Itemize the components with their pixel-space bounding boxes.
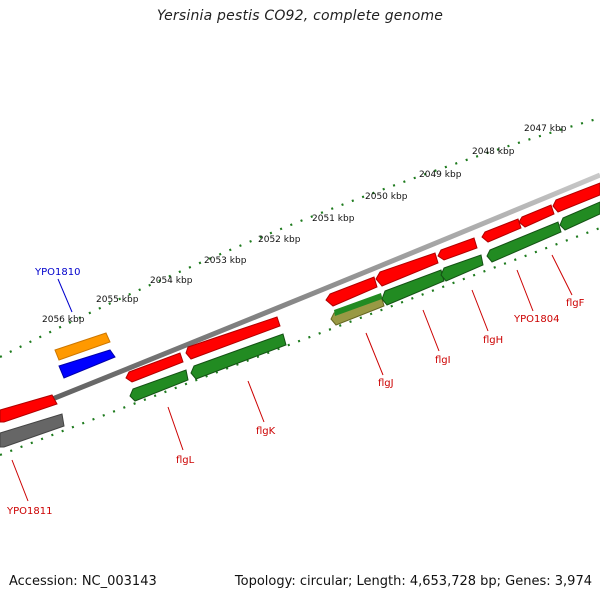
tick-label: 2048 kbp	[472, 147, 515, 157]
gene-arrow[interactable]	[0, 413, 65, 448]
gene-label-ypo1811[interactable]: YPO1811	[6, 506, 52, 517]
gene-arrow[interactable]	[552, 182, 600, 213]
tick-label: 2054 kbp	[150, 276, 193, 286]
leader-line	[471, 289, 489, 332]
gene-arrow[interactable]	[381, 269, 445, 306]
gene-arrow[interactable]	[481, 218, 522, 243]
gene-label-ypo1810[interactable]: YPO1810	[34, 267, 80, 278]
leader-line	[551, 254, 573, 296]
inner-tick-ring	[0, 226, 600, 457]
gene-label-ypo1804[interactable]: YPO1804	[513, 314, 559, 325]
leader-line	[365, 332, 384, 376]
gene-arrow[interactable]	[437, 237, 478, 261]
forward-genes	[0, 182, 600, 423]
tick-label: 2055 kbp	[96, 295, 139, 305]
gene-labels: YPO1810 flgL flgK flgJ flgI flgH YPO1804…	[6, 254, 585, 517]
tick-label: 2056 kbp	[42, 315, 85, 325]
orange-feature[interactable]	[54, 332, 111, 361]
gene-arrow[interactable]	[325, 276, 378, 307]
gene-label-flgl[interactable]: flgL	[176, 455, 195, 466]
gene-label-flgh[interactable]: flgH	[483, 335, 503, 346]
leader-line	[57, 278, 73, 313]
accession-label: Accession: NC_003143	[9, 574, 157, 589]
leader-line	[516, 269, 534, 312]
gene-arrow[interactable]	[334, 293, 382, 316]
gene-arrow[interactable]	[486, 221, 562, 263]
gene-label-flgk[interactable]: flgK	[256, 426, 276, 437]
tick-label: 2052 kbp	[258, 235, 301, 245]
gene-arrow[interactable]	[129, 369, 189, 402]
tick-label: 2047 kbp	[524, 124, 567, 134]
gene-arrow[interactable]	[375, 252, 439, 287]
gene-arrow[interactable]	[440, 254, 484, 282]
blue-feature[interactable]	[58, 349, 116, 379]
gene-arrow[interactable]	[185, 316, 281, 360]
leader-line	[422, 309, 440, 352]
gene-label-flgf[interactable]: flgF	[566, 298, 585, 309]
gene-arrow[interactable]	[190, 333, 287, 380]
gene-label-flgj[interactable]: flgJ	[378, 378, 394, 389]
kbp-ticks: 2047 kbp 2048 kbp 2049 kbp 2050 kbp 2051…	[42, 124, 567, 325]
leader-line	[11, 459, 29, 502]
gene-arrow[interactable]	[125, 352, 184, 383]
gene-arrow[interactable]	[559, 201, 600, 231]
gene-arrow[interactable]	[0, 394, 58, 423]
leader-line	[167, 406, 184, 451]
reverse-genes	[0, 201, 600, 448]
leader-line	[247, 380, 265, 423]
genome-summary: Topology: circular; Length: 4,653,728 bp…	[234, 574, 592, 589]
gene-arrow[interactable]	[518, 204, 555, 228]
tick-label: 2053 kbp	[204, 256, 247, 266]
map-title: Yersinia pestis CO92, complete genome	[156, 8, 444, 24]
genome-backbone	[0, 172, 600, 423]
tick-label: 2051 kbp	[312, 214, 355, 224]
gene-label-flgi[interactable]: flgI	[435, 355, 451, 366]
outer-features	[54, 332, 116, 379]
tick-label: 2050 kbp	[365, 192, 408, 202]
tick-label: 2049 kbp	[419, 170, 462, 180]
